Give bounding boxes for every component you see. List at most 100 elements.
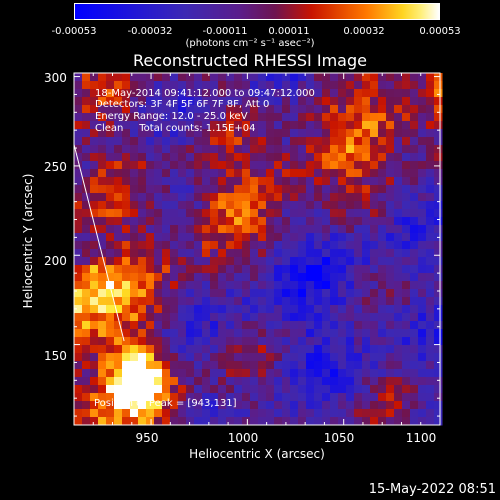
heatmap-cell [426, 89, 435, 98]
y-axis-label: Heliocentric Y (arcsec) [21, 173, 35, 309]
heatmap-cell [362, 177, 371, 186]
heatmap-cell [122, 201, 131, 210]
heatmap-cell [122, 185, 131, 194]
heatmap-cell [234, 185, 243, 194]
heatmap-cell [82, 273, 91, 282]
heatmap-cell [338, 193, 347, 202]
heatmap-cell [122, 377, 131, 386]
heatmap-cell [186, 409, 195, 418]
heatmap-cell [330, 121, 339, 130]
heatmap-cell [202, 273, 211, 282]
heatmap-cell [98, 337, 107, 346]
heatmap-cell [130, 361, 139, 370]
heatmap-cell [122, 385, 131, 394]
heatmap-cell [82, 393, 91, 402]
heatmap-cell [210, 161, 219, 170]
heatmap-cell [226, 369, 235, 378]
heatmap-cell [402, 81, 411, 90]
heatmap-cell [90, 137, 99, 146]
heatmap-cell [162, 73, 171, 82]
heatmap-cell [362, 81, 371, 90]
heatmap-cell [234, 393, 243, 402]
heatmap-cell [426, 345, 435, 354]
heatmap-cell [370, 169, 379, 178]
heatmap-cell [106, 105, 115, 114]
heatmap-cell [426, 321, 435, 330]
heatmap-cell [106, 361, 115, 370]
heatmap-cell [274, 257, 283, 266]
heatmap-cell [210, 113, 219, 122]
heatmap-cell [122, 169, 131, 178]
heatmap-cell [394, 169, 403, 178]
heatmap-cell [234, 265, 243, 274]
heatmap-cell [378, 161, 387, 170]
heatmap-cell [258, 265, 267, 274]
heatmap-cell [354, 329, 363, 338]
heatmap-cell [394, 185, 403, 194]
heatmap-cell [338, 153, 347, 162]
heatmap-cell [362, 89, 371, 98]
heatmap-cell [170, 217, 179, 226]
heatmap-cell [426, 385, 435, 394]
heatmap-cell [218, 89, 227, 98]
heatmap-cell [130, 217, 139, 226]
heatmap-cell [434, 121, 443, 130]
heatmap-cell [210, 345, 219, 354]
chart-title: Reconstructed RHESSI Image [133, 51, 367, 70]
heatmap-cell [202, 97, 211, 106]
heatmap-cell [210, 249, 219, 258]
heatmap-cell [122, 417, 131, 426]
heatmap-cell [186, 81, 195, 90]
heatmap-cell [338, 297, 347, 306]
heatmap-cell [178, 145, 187, 154]
heatmap-cell [170, 129, 179, 138]
heatmap-cell [378, 313, 387, 322]
heatmap-cell [250, 193, 259, 202]
heatmap-cell [362, 353, 371, 362]
heatmap-cell [426, 225, 435, 234]
heatmap-cell [370, 105, 379, 114]
heatmap-cell [354, 297, 363, 306]
heatmap-cell [386, 105, 395, 114]
heatmap-cell [378, 297, 387, 306]
heatmap-cell [226, 281, 235, 290]
heatmap-cell [322, 121, 331, 130]
heatmap-cell [354, 385, 363, 394]
heatmap-cell [98, 193, 107, 202]
heatmap-cell [434, 329, 443, 338]
heatmap-cell [202, 265, 211, 274]
heatmap-cell [138, 305, 147, 314]
heatmap-cell [162, 377, 171, 386]
heatmap-cell [98, 209, 107, 218]
heatmap-cell [146, 145, 155, 154]
heatmap-cell [338, 369, 347, 378]
heatmap-cell [178, 393, 187, 402]
heatmap-cell [386, 401, 395, 410]
heatmap-cell [106, 121, 115, 130]
heatmap-cell [194, 281, 203, 290]
heatmap-cell [354, 89, 363, 98]
heatmap-cell [74, 153, 83, 162]
heatmap-cell [338, 329, 347, 338]
heatmap-cell [370, 249, 379, 258]
heatmap-cell [178, 241, 187, 250]
heatmap-cell [274, 137, 283, 146]
heatmap-cell [418, 177, 427, 186]
heatmap-cell [314, 265, 323, 274]
heatmap-cell [154, 353, 163, 362]
heatmap-cell [130, 337, 139, 346]
heatmap-cell [370, 345, 379, 354]
heatmap-cell [402, 145, 411, 154]
heatmap-cell [330, 169, 339, 178]
heatmap-cell [314, 233, 323, 242]
heatmap-cell [162, 305, 171, 314]
heatmap-cell [282, 225, 291, 234]
heatmap-cell [186, 257, 195, 266]
heatmap-cell [210, 409, 219, 418]
heatmap-cell [258, 369, 267, 378]
heatmap-cell [98, 265, 107, 274]
heatmap-cell [154, 201, 163, 210]
heatmap-cell [242, 89, 251, 98]
heatmap-cell [138, 137, 147, 146]
heatmap-cell [258, 169, 267, 178]
